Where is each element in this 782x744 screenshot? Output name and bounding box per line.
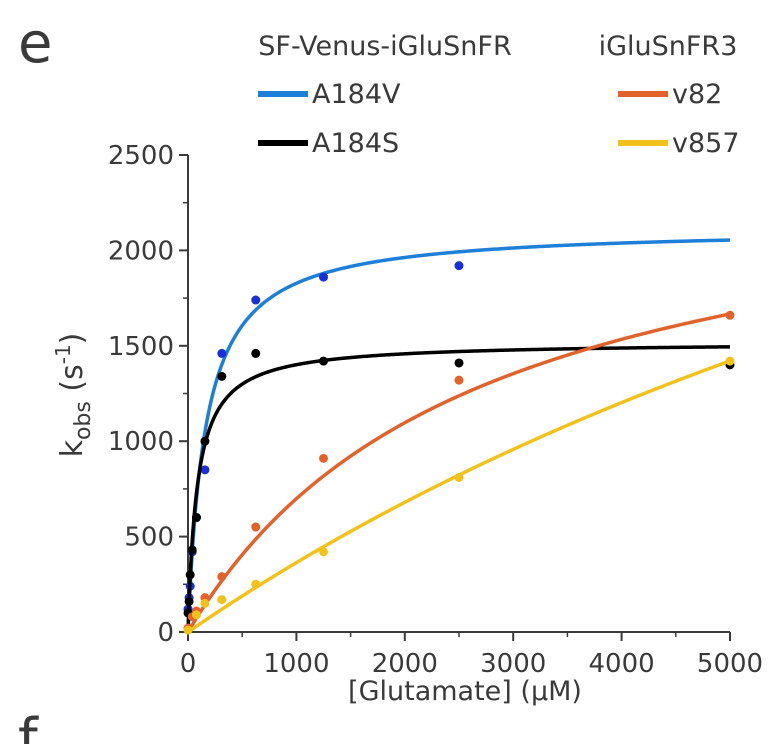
data-point-v857 bbox=[319, 547, 328, 557]
y-tick-label: 2500 bbox=[108, 141, 174, 171]
fit-curve-v857 bbox=[186, 359, 731, 634]
y-tick-label: 1500 bbox=[108, 332, 174, 362]
data-point-v857 bbox=[191, 610, 201, 620]
data-point-v857 bbox=[251, 579, 261, 589]
data-point-a184v bbox=[454, 261, 464, 271]
data-point-a184s bbox=[185, 570, 195, 580]
data-point-a184s bbox=[200, 436, 210, 446]
x-tick-label: 4000 bbox=[589, 649, 655, 679]
data-point-a184s bbox=[184, 596, 194, 606]
data-point-a184s bbox=[217, 371, 227, 381]
data-point-v857 bbox=[217, 595, 227, 605]
x-tick-label: 0 bbox=[180, 649, 197, 679]
fit-curve-a184s bbox=[186, 345, 731, 633]
legend-label-a184s: A184S bbox=[312, 128, 399, 159]
data-point-a184s bbox=[191, 513, 201, 523]
data-point-v857 bbox=[454, 472, 464, 482]
legend: SF-Venus-iGluSnFR A184V A184S iGluSnFR3 v82 v… bbox=[258, 31, 740, 159]
fit-curve-v82 bbox=[186, 312, 731, 633]
data-point-v82 bbox=[319, 453, 328, 463]
data-point-v82 bbox=[251, 522, 261, 532]
panel-label-f: f bbox=[18, 707, 39, 744]
data-point-v82 bbox=[725, 310, 735, 320]
y-axis-label-unit-open: (s bbox=[55, 364, 90, 401]
legend-label-v82: v82 bbox=[672, 79, 722, 110]
x-tick-label: 5000 bbox=[697, 649, 763, 679]
legend-group-title: SF-Venus-iGluSnFR bbox=[258, 31, 511, 62]
data-point-v857 bbox=[200, 598, 210, 608]
y-tick-label: 1000 bbox=[108, 427, 174, 457]
x-tick-label: 2000 bbox=[372, 649, 438, 679]
y-tick-label: 500 bbox=[124, 523, 174, 553]
y-tick-label: 2000 bbox=[108, 236, 174, 266]
data-point-a184v bbox=[217, 348, 227, 358]
y-axis-label: kobs (s-1) bbox=[51, 333, 96, 458]
legend-label-a184v: A184V bbox=[312, 79, 401, 110]
y-tick-label: 0 bbox=[157, 618, 174, 648]
y-axis-label-sub: obs bbox=[71, 401, 96, 440]
data-point-a184v bbox=[200, 465, 210, 475]
y-axis-label-unit-close: ) bbox=[55, 333, 90, 345]
data-point-a184s bbox=[187, 545, 197, 555]
data-point-a184s bbox=[251, 348, 261, 358]
data-point-v82 bbox=[454, 375, 464, 385]
data-point-v857 bbox=[725, 356, 735, 366]
legend-label-v857: v857 bbox=[672, 128, 740, 159]
y-axis-label-unit-sup: -1 bbox=[51, 344, 75, 364]
fit-curve-a184v bbox=[186, 238, 731, 633]
data-point-a184v bbox=[251, 295, 261, 305]
x-tick-label: 1000 bbox=[263, 649, 329, 679]
x-axis-label: [Glutamate] (μM) bbox=[348, 676, 582, 707]
data-point-a184v bbox=[319, 272, 328, 282]
panel-label-e: e bbox=[18, 11, 52, 76]
data-point-a184s bbox=[319, 356, 328, 366]
legend-group-title: iGluSnFR3 bbox=[599, 31, 738, 62]
plot-area: 0 500 1000 1500 2000 2500 0 1000 2000 3000 4000 500… bbox=[108, 141, 763, 679]
data-point-a184s bbox=[454, 358, 464, 368]
x-tick-label: 3000 bbox=[480, 649, 546, 679]
data-point-v857 bbox=[183, 625, 193, 635]
y-axis-label-main: k bbox=[55, 439, 90, 457]
data-point-v82 bbox=[217, 572, 227, 582]
